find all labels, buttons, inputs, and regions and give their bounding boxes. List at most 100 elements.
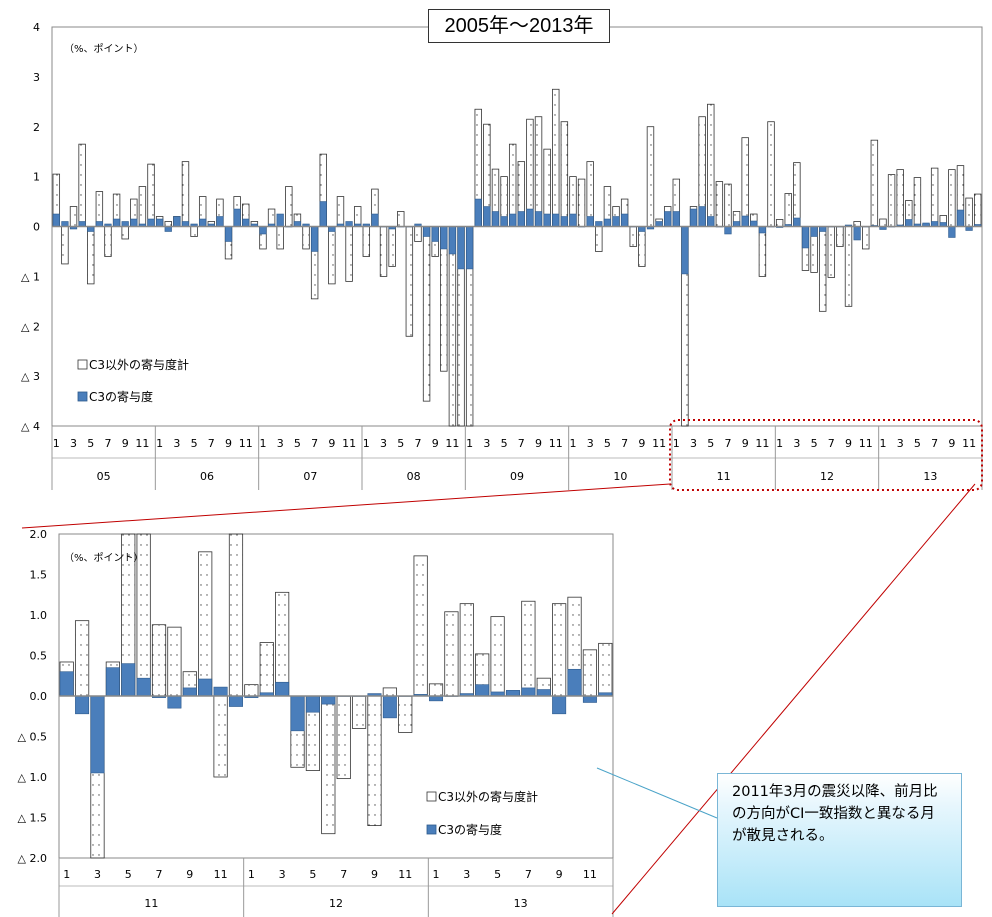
month-tick-label: 11 <box>652 437 666 450</box>
bar-c3 <box>569 213 577 227</box>
month-tick-label: 7 <box>621 437 628 450</box>
bar-c3 <box>75 695 90 715</box>
month-tick-label: 9 <box>556 868 563 881</box>
month-tick-label: 7 <box>104 437 111 450</box>
bar-other <box>490 616 505 697</box>
bar-c3 <box>242 218 250 227</box>
month-tick-label: 1 <box>433 868 440 881</box>
month-tick-label: 3 <box>173 437 180 450</box>
month-tick-label: 1 <box>53 437 60 450</box>
bar-other <box>582 649 598 697</box>
bar-other <box>61 226 69 265</box>
bar-c3 <box>483 206 491 227</box>
bar-other <box>167 626 182 697</box>
bar-c3 <box>275 681 290 697</box>
y-tick-label: 4 <box>33 21 40 34</box>
y-tick-label: △ 0.5 <box>18 731 47 744</box>
bar-c3 <box>948 226 956 238</box>
bar-c3 <box>567 668 582 697</box>
bar-other <box>345 226 353 282</box>
bar-c3 <box>603 218 612 227</box>
bar-other <box>190 226 198 237</box>
month-tick-label: 9 <box>432 437 439 450</box>
month-tick-label: 3 <box>279 868 286 881</box>
bar-other <box>724 183 732 227</box>
bar-c3 <box>105 667 120 697</box>
legend-label-other: C3以外の寄与度計 <box>438 789 538 804</box>
year-label: 05 <box>97 470 111 483</box>
month-tick-label: 3 <box>587 437 594 450</box>
bar-other <box>104 226 112 257</box>
bar-other <box>328 226 336 285</box>
bar-c3 <box>422 226 431 237</box>
bar-c3 <box>311 226 319 252</box>
bar-other <box>428 683 444 697</box>
bar-other <box>181 161 190 227</box>
bar-c3 <box>136 677 151 697</box>
bar-other <box>775 219 784 227</box>
unit-label: （%、ポイント） <box>64 552 144 564</box>
month-tick-label: 11 <box>583 868 597 881</box>
bar-c3 <box>233 208 241 227</box>
bar-other <box>715 181 724 227</box>
bar-other <box>121 226 129 240</box>
bar-other <box>595 226 603 252</box>
month-tick-label: 7 <box>525 868 532 881</box>
month-tick-label: 5 <box>811 437 818 450</box>
y-tick-label: 2.0 <box>30 528 48 541</box>
month-tick-label: 11 <box>962 437 976 450</box>
bar-other <box>577 178 586 227</box>
y-tick-label: △ 1 <box>21 270 40 283</box>
month-tick-label: 5 <box>125 868 132 881</box>
month-tick-label: 5 <box>604 437 611 450</box>
bar-other <box>459 603 474 697</box>
month-tick-label: 7 <box>311 437 318 450</box>
bar-c3 <box>689 208 698 227</box>
bar-c3 <box>621 213 629 227</box>
bar-c3 <box>224 226 233 242</box>
month-tick-label: 3 <box>277 437 284 450</box>
month-tick-label: 7 <box>340 868 347 881</box>
y-tick-label: 2 <box>33 121 40 134</box>
month-tick-label: 3 <box>70 437 77 450</box>
year-label: 11 <box>717 470 731 483</box>
y-tick-label: △ 4 <box>21 420 40 433</box>
bar-c3 <box>475 684 490 697</box>
month-tick-label: 9 <box>122 437 129 450</box>
bar-other <box>198 551 213 697</box>
bar-other <box>836 226 844 247</box>
month-tick-label: 5 <box>294 437 301 450</box>
bar-other <box>818 226 827 312</box>
month-tick-label: 5 <box>397 437 404 450</box>
month-tick-label: 7 <box>414 437 421 450</box>
callout-pointer <box>596 767 718 819</box>
month-tick-label: 1 <box>466 437 473 450</box>
bar-other <box>793 162 801 227</box>
bar-c3 <box>491 211 500 227</box>
unit-label: （%、ポイント） <box>64 43 144 55</box>
bar-other <box>741 137 749 227</box>
y-tick-label: 0.0 <box>30 690 48 703</box>
month-tick-label: 11 <box>398 868 412 881</box>
bar-c3 <box>213 686 228 697</box>
bar-other <box>521 600 536 697</box>
connector-line-right <box>611 483 976 915</box>
bar-c3 <box>552 695 567 715</box>
year-label: 06 <box>200 470 214 483</box>
y-tick-label: 3 <box>33 71 40 84</box>
bar-c3 <box>59 671 74 697</box>
year-label: 13 <box>514 897 528 910</box>
bar-c3 <box>521 687 536 697</box>
month-tick-label: 5 <box>501 437 508 450</box>
legend-swatch-other <box>77 359 88 370</box>
month-tick-label: 1 <box>673 437 680 450</box>
bar-other <box>285 186 293 227</box>
month-tick-label: 1 <box>879 437 886 450</box>
bar-c3 <box>810 226 818 237</box>
bar-other <box>302 226 310 250</box>
month-tick-label: 9 <box>186 868 193 881</box>
bar-other <box>758 226 767 277</box>
bar-other <box>74 620 90 697</box>
